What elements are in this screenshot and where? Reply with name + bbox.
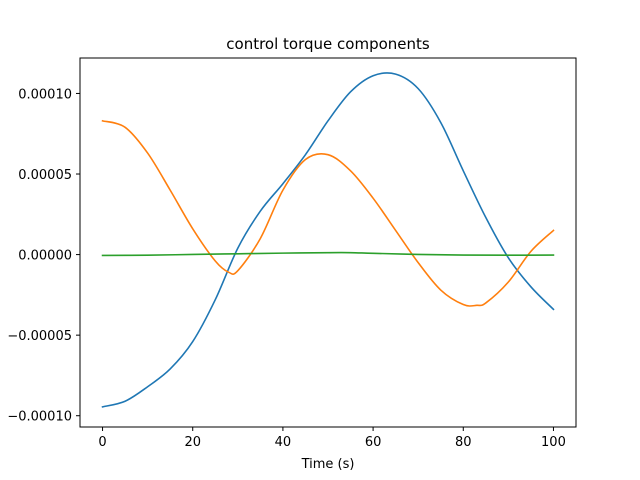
y-tick-label: −0.00005 [7, 329, 72, 344]
y-tick-label: 0.00005 [18, 168, 72, 183]
series-line-3 [101, 251, 555, 257]
series-layer [101, 72, 555, 408]
chart-title: control torque components [226, 35, 430, 53]
x-tick-label: 40 [275, 435, 292, 450]
x-tick-label: 0 [98, 435, 106, 450]
x-axis-label: Time (s) [301, 457, 355, 472]
x-axis-ticks: 0 20 40 60 80 100 [98, 427, 566, 450]
series-line-1 [101, 72, 555, 408]
y-tick-label: 0.00010 [18, 87, 72, 102]
plot-frame [79, 57, 577, 428]
x-tick-label: 60 [365, 435, 382, 450]
y-tick-label: 0.00000 [18, 249, 72, 264]
x-tick-label: 20 [184, 435, 201, 450]
y-axis-ticks: −0.00010 −0.00005 0.00000 0.00005 0.00010 [7, 87, 80, 425]
y-tick-label: −0.00010 [7, 410, 72, 425]
x-tick-label: 80 [455, 435, 472, 450]
series-line-2 [101, 119, 555, 307]
x-tick-label: 100 [541, 435, 566, 450]
